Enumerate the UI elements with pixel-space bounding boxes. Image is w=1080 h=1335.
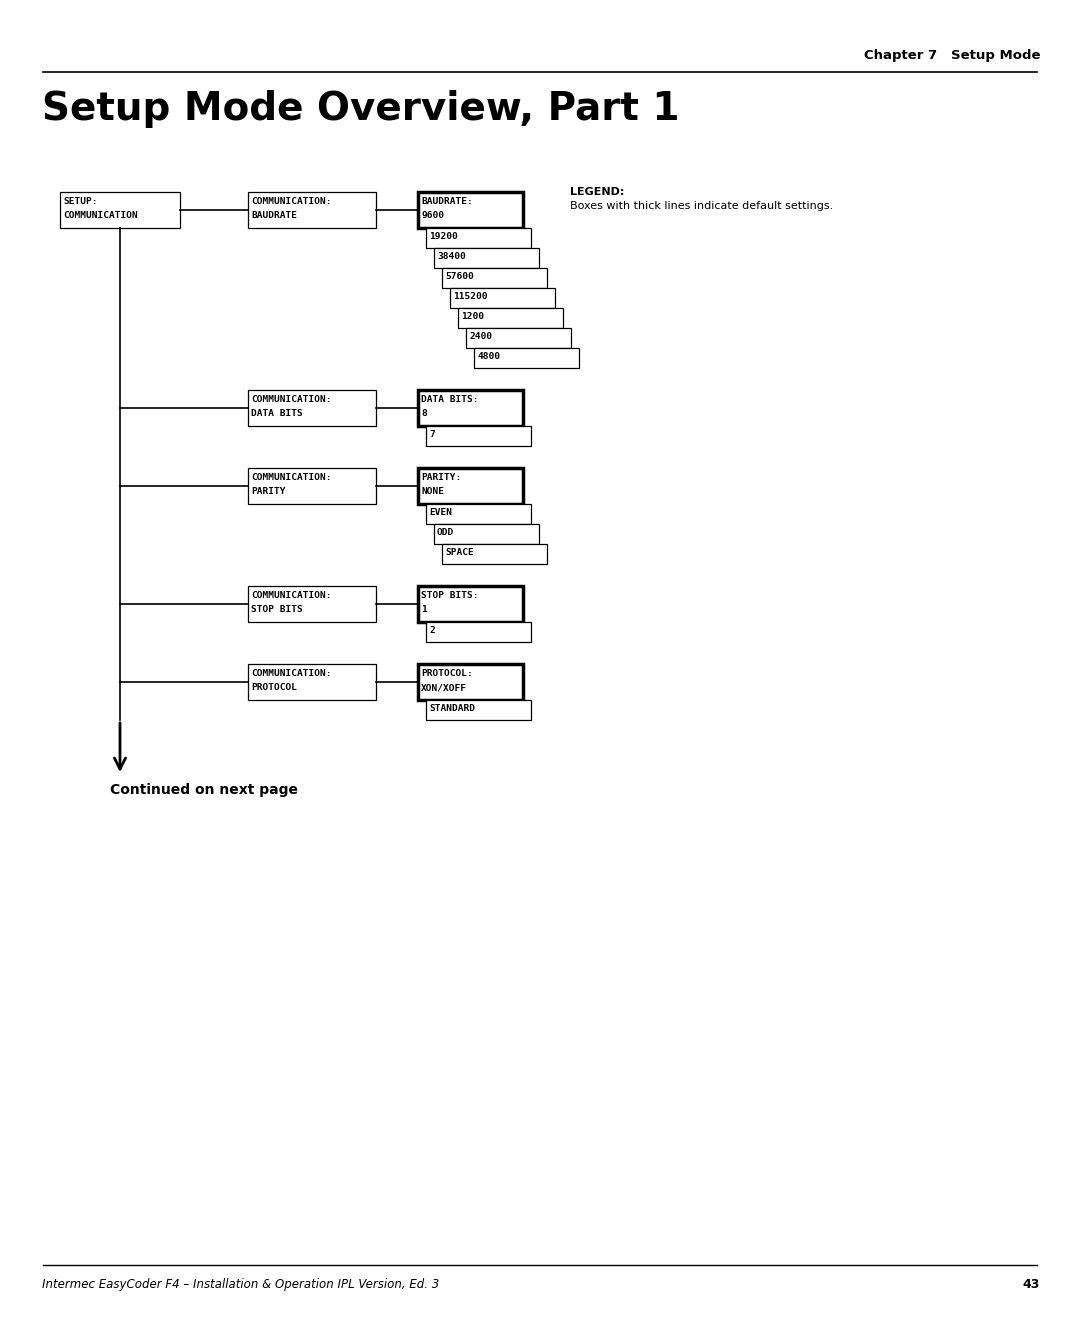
Bar (418, 390, 523, 426)
Text: 4800: 4800 (477, 352, 500, 362)
Bar (418, 469, 523, 505)
Bar (248, 192, 376, 228)
Text: SPACE: SPACE (445, 549, 474, 558)
Text: PARITY: PARITY (251, 487, 285, 497)
Text: STOP BITS:: STOP BITS: (421, 590, 478, 599)
Text: 19200: 19200 (429, 232, 458, 242)
Bar (426, 622, 531, 642)
Text: LEGEND:: LEGEND: (570, 187, 624, 198)
Text: 9600: 9600 (421, 211, 444, 220)
Text: 38400: 38400 (437, 252, 465, 262)
Bar (248, 586, 376, 622)
Bar (426, 505, 531, 525)
Text: PARITY:: PARITY: (421, 473, 461, 482)
Text: PROTOCOL:: PROTOCOL: (421, 669, 473, 677)
Text: COMMUNICATION:: COMMUNICATION: (251, 473, 332, 482)
Text: STANDARD: STANDARD (429, 705, 475, 713)
Bar (248, 390, 376, 426)
Text: Intermec EasyCoder F4 – Installation & Operation IPL Version, Ed. 3: Intermec EasyCoder F4 – Installation & O… (42, 1278, 440, 1291)
Text: Chapter 7   Setup Mode: Chapter 7 Setup Mode (864, 49, 1040, 61)
Text: 7: 7 (429, 430, 435, 439)
Text: XON/XOFF: XON/XOFF (421, 684, 467, 693)
Text: EVEN: EVEN (429, 509, 453, 518)
Bar (248, 663, 376, 700)
Text: ODD: ODD (437, 529, 455, 538)
Bar (450, 288, 555, 308)
Bar (442, 543, 546, 563)
Bar (248, 469, 376, 505)
Text: 1200: 1200 (461, 312, 484, 322)
Bar (442, 268, 546, 288)
Text: 57600: 57600 (445, 272, 474, 282)
Text: DATA BITS: DATA BITS (251, 410, 302, 418)
Text: 43: 43 (1023, 1278, 1040, 1291)
Bar (465, 328, 571, 348)
Bar (418, 663, 523, 700)
Text: BAUDRATE: BAUDRATE (251, 211, 297, 220)
Text: BAUDRATE:: BAUDRATE: (421, 196, 473, 206)
Text: STOP BITS: STOP BITS (251, 606, 302, 614)
Text: NONE: NONE (421, 487, 444, 497)
Text: Setup Mode Overview, Part 1: Setup Mode Overview, Part 1 (42, 89, 679, 128)
Text: DATA BITS:: DATA BITS: (421, 395, 478, 403)
Text: COMMUNICATION:: COMMUNICATION: (251, 196, 332, 206)
Bar (458, 308, 563, 328)
Text: PROTOCOL: PROTOCOL (251, 684, 297, 693)
Text: 2: 2 (429, 626, 435, 635)
Bar (426, 228, 531, 248)
Bar (434, 525, 539, 543)
Bar (60, 192, 180, 228)
Text: 115200: 115200 (453, 292, 487, 302)
Text: 2400: 2400 (469, 332, 492, 342)
Text: COMMUNICATION:: COMMUNICATION: (251, 590, 332, 599)
Bar (434, 248, 539, 268)
Text: 1: 1 (421, 606, 427, 614)
Text: Boxes with thick lines indicate default settings.: Boxes with thick lines indicate default … (570, 202, 834, 211)
Text: 8: 8 (421, 410, 427, 418)
Text: SETUP:: SETUP: (63, 196, 97, 206)
Text: COMMUNICATION: COMMUNICATION (63, 211, 138, 220)
Text: Continued on next page: Continued on next page (110, 784, 298, 797)
Text: COMMUNICATION:: COMMUNICATION: (251, 395, 332, 403)
Bar (418, 586, 523, 622)
Bar (418, 192, 523, 228)
Bar (426, 700, 531, 720)
Bar (474, 348, 579, 368)
Text: COMMUNICATION:: COMMUNICATION: (251, 669, 332, 677)
Bar (426, 426, 531, 446)
